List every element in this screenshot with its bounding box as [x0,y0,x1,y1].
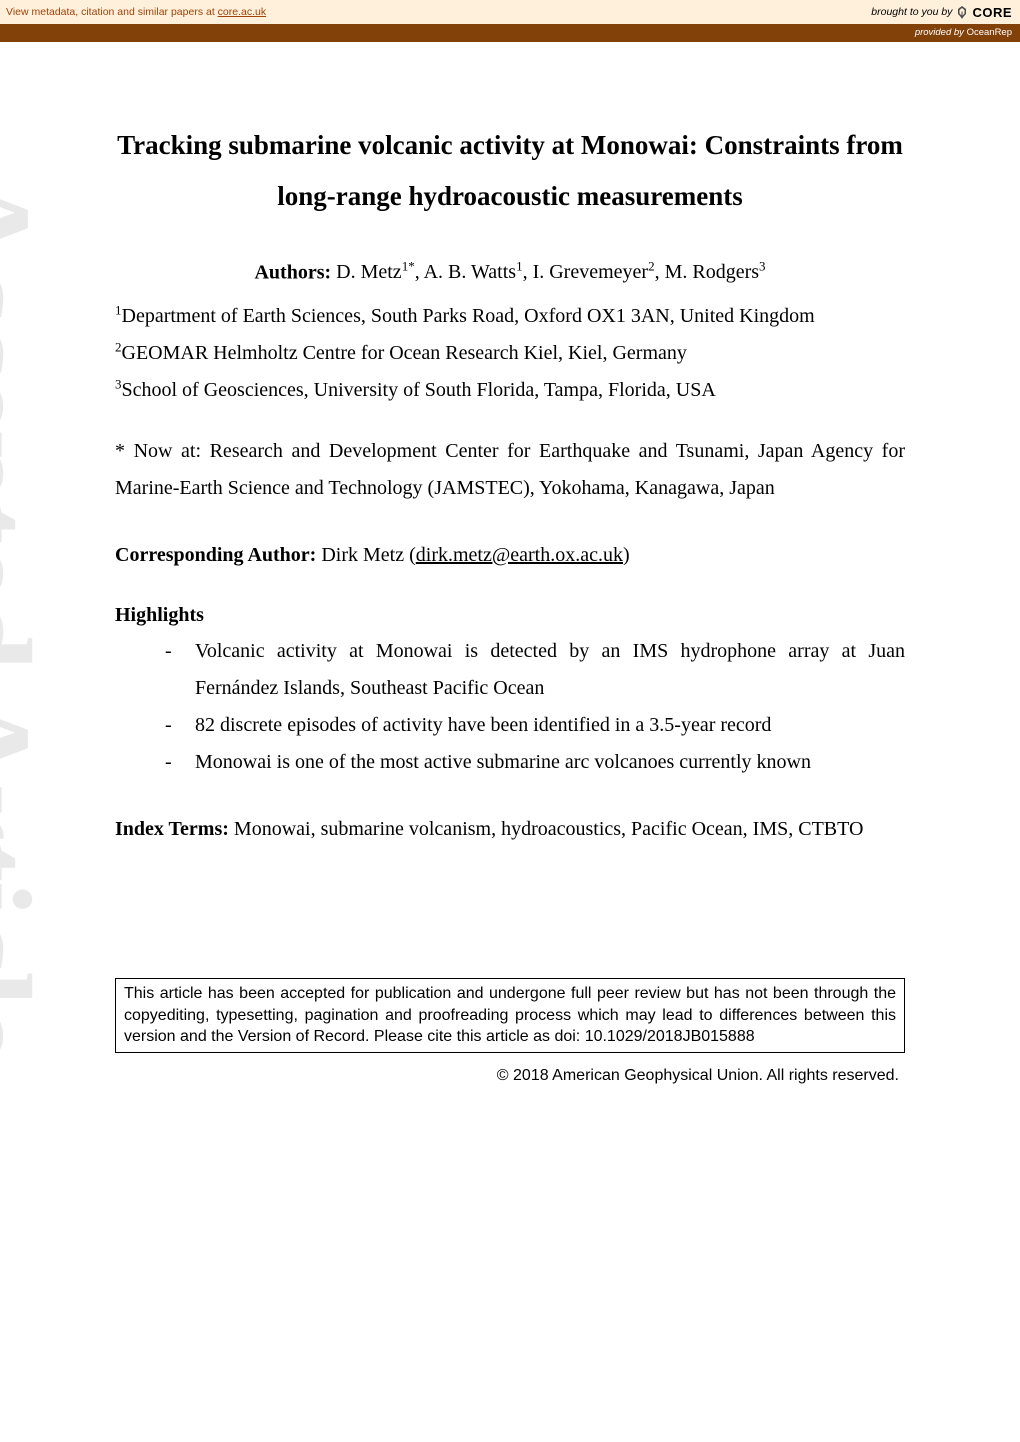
corresponding-name: Dirk Metz [321,544,404,566]
author-sup: 1* [402,259,415,274]
highlights-list: Volcanic activity at Monowai is detected… [115,633,905,781]
author-name: I. Grevemeyer [533,261,649,283]
authors-list: D. Metz1*, A. B. Watts1, I. Grevemeyer2,… [336,261,765,283]
author-sup: 1 [516,259,523,274]
copyright-line: © 2018 American Geophysical Union. All r… [115,1067,905,1085]
affiliation-line: 2GEOMAR Helmholtz Centre for Ocean Resea… [115,335,905,372]
index-terms-text: Monowai, submarine volcanism, hydroacous… [234,818,864,840]
affiliation-text: Department of Earth Sciences, South Park… [122,305,815,327]
authors-label: Authors: [254,261,336,283]
index-terms-label: Index Terms: [115,818,234,840]
core-icon [956,5,968,19]
highlight-item: Volcanic activity at Monowai is detected… [165,633,905,707]
provided-by-source: OceanRep [967,27,1012,38]
banner-left: View metadata, citation and similar pape… [6,6,266,18]
brought-by-text: brought to you by [871,6,952,18]
now-at-note: * Now at: Research and Development Cente… [115,433,905,507]
highlights-title: Highlights [115,604,905,627]
banner-right: brought to you by CORE [871,5,1012,20]
affiliation-text: GEOMAR Helmholtz Centre for Ocean Resear… [122,342,687,364]
affiliations-block: 1Department of Earth Sciences, South Par… [115,298,905,409]
authors-line: Authors: D. Metz1*, A. B. Watts1, I. Gre… [115,259,905,285]
corresponding-author: Corresponding Author: Dirk Metz (dirk.me… [115,537,905,574]
paper-title: Tracking submarine volcanic activity at … [115,120,905,223]
corresponding-email[interactable]: dirk.metz@earth.ox.ac.uk [416,544,623,566]
provided-by-prefix: provided by [915,27,967,38]
author-name: A. B. Watts [424,261,516,283]
author-sup: 2 [648,259,655,274]
author-sup: 3 [759,259,766,274]
acceptance-notice-box: This article has been accepted for publi… [115,978,905,1053]
author-name: M. Rodgers [665,261,759,283]
affiliation-line: 1Department of Earth Sciences, South Par… [115,298,905,335]
provided-by-banner: provided by OceanRep [0,24,1020,42]
affiliation-line: 3School of Geosciences, University of So… [115,372,905,409]
document-page: Accepted Article Tracking submarine volc… [0,42,1020,1115]
affiliation-text: School of Geosciences, University of Sou… [122,379,716,401]
accepted-article-watermark: Accepted Article [0,172,60,1060]
banner-left-text: View metadata, citation and similar pape… [6,6,218,18]
highlight-item: 82 discrete episodes of activity have be… [165,707,905,744]
author-name: D. Metz [336,261,402,283]
core-label: CORE [972,5,1012,20]
core-link[interactable]: core.ac.uk [218,6,266,18]
document-content: Tracking submarine volcanic activity at … [115,120,905,1085]
corresponding-label: Corresponding Author: [115,544,321,566]
acceptance-notice-text: This article has been accepted for publi… [124,985,896,1045]
core-banner: View metadata, citation and similar pape… [0,0,1020,24]
index-terms: Index Terms: Monowai, submarine volcanis… [115,811,905,848]
highlight-item: Monowai is one of the most active submar… [165,744,905,781]
